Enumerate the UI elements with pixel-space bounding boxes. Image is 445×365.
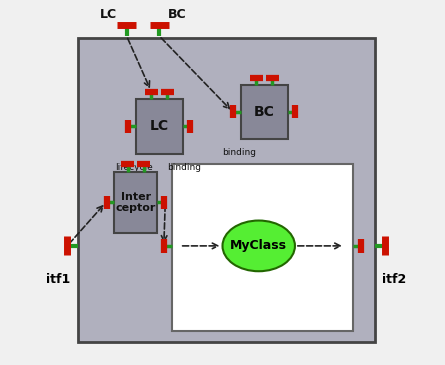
Text: LC: LC xyxy=(100,8,117,21)
Text: binding: binding xyxy=(167,162,202,172)
Bar xyxy=(77,38,375,342)
Bar xyxy=(241,85,288,139)
Text: BC: BC xyxy=(254,105,275,119)
Ellipse shape xyxy=(222,220,295,271)
Text: Inter
ceptor: Inter ceptor xyxy=(115,192,156,213)
Text: itf2: itf2 xyxy=(382,273,407,286)
Text: BC: BC xyxy=(168,8,186,21)
Text: binding: binding xyxy=(222,148,256,157)
Text: itf1: itf1 xyxy=(45,273,70,286)
Text: lifecycle: lifecycle xyxy=(115,162,153,172)
Bar xyxy=(172,164,353,331)
Bar xyxy=(136,99,182,154)
Bar xyxy=(114,172,157,233)
Text: MyClass: MyClass xyxy=(230,239,287,252)
Text: LC: LC xyxy=(150,119,169,133)
